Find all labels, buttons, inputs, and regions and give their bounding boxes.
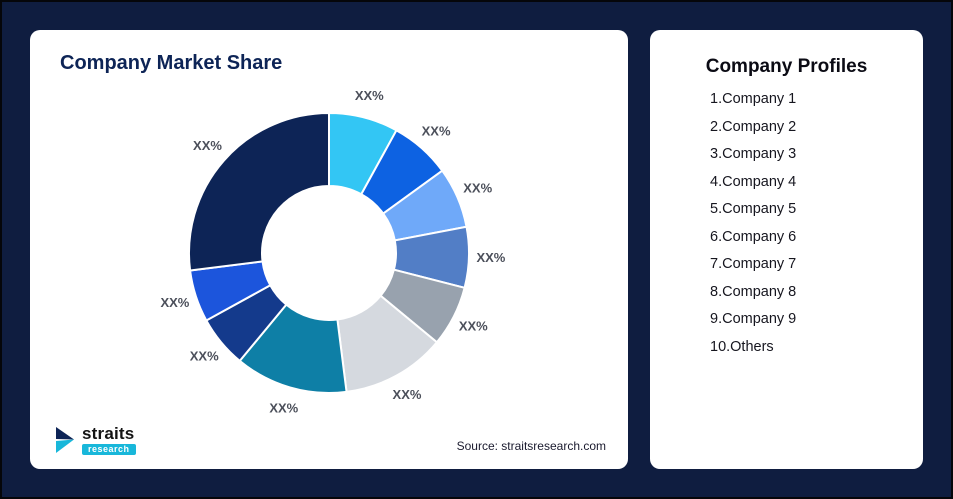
market-share-card: Company Market Share XX% XX% XX% XX% XX% XX% X… [30, 30, 628, 469]
donut-chart-svg: XX% XX% XX% XX% XX% XX% XX% XX% XX% XX% [160, 88, 505, 416]
straits-logo-icon [54, 427, 76, 453]
slice-label: XX% [393, 387, 422, 402]
slice-label: XX% [463, 181, 492, 196]
straits-research-logo: straits research [54, 425, 136, 455]
logo-text: straits research [82, 425, 136, 455]
chart-title: Company Market Share [60, 52, 283, 74]
slice-label: XX% [476, 250, 505, 265]
company-list-item: 8.Company 8 [710, 283, 797, 300]
slice-label: XX% [422, 124, 451, 139]
slice-label: XX% [355, 88, 384, 103]
slice-label: XX% [190, 348, 219, 363]
company-list-item: 2.Company 2 [710, 118, 797, 135]
logo-subtitle: research [82, 444, 136, 455]
company-list-item: 5.Company 5 [710, 201, 797, 217]
donut-slice-10 [188, 111, 330, 272]
company-list-item: 4.Company 4 [710, 173, 797, 190]
company-profiles-title: Company Profiles [705, 56, 868, 77]
company-list: 1.Company 1 2.Company 2 3.Company 3 4.Compa… [710, 86, 903, 361]
slice-label: XX% [160, 295, 189, 310]
logo-name: straits [82, 424, 135, 443]
slice-label: XX% [269, 401, 298, 416]
company-list-item: 3.Company 3 [710, 146, 797, 162]
company-list-item: 9.Company 9 [710, 311, 797, 327]
company-profiles-card: Company Profiles 1.Company 1 2.Company 2 3… [650, 30, 923, 469]
company-list-item: 7.Company 7 [710, 256, 797, 272]
slice-label: XX% [193, 138, 222, 153]
donut-chart: XX% XX% XX% XX% XX% XX% XX% XX% XX% XX% [79, 75, 579, 425]
slice-label: XX% [459, 319, 488, 334]
source-attribution: Source: straitsresearch.com [456, 439, 606, 453]
company-list-item: 6.Company 6 [710, 228, 797, 245]
company-list-item: 1.Company 1 [710, 91, 797, 107]
company-list-item: 10.Others [710, 338, 774, 355]
